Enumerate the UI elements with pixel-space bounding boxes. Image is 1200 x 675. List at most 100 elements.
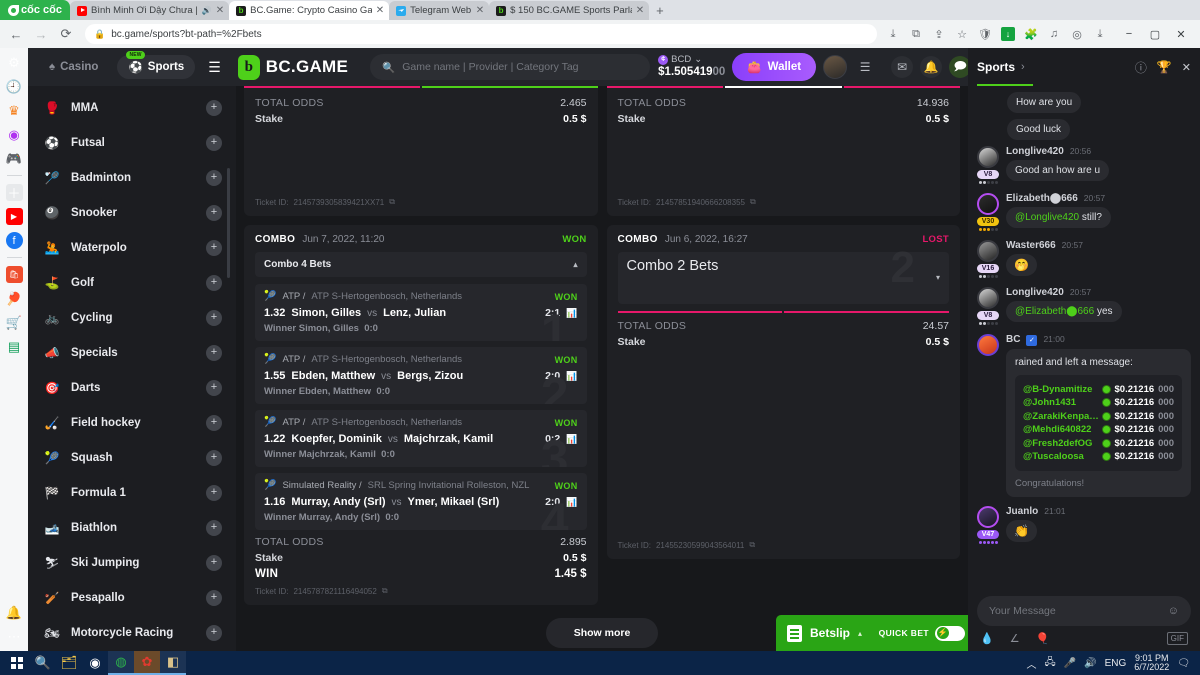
chat-message-input[interactable]: Your Message ☺ <box>977 596 1191 626</box>
sidebar-item-field-hockey[interactable]: 🏑 Field hockey + <box>28 405 236 440</box>
username[interactable]: Longlive420 <box>1006 287 1064 298</box>
speaker-icon[interactable]: 🔊 <box>201 6 212 15</box>
explorer-icon[interactable]: 🗂 <box>60 655 78 670</box>
address-bar[interactable]: 🔒 bc.game/sports?bt-path=%2Fbets <box>85 24 877 44</box>
shield-icon[interactable]: 🛡 <box>978 28 992 41</box>
rain-username[interactable]: @Fresh2defOG <box>1023 437 1093 449</box>
youtube-icon[interactable]: ▶ <box>5 208 23 225</box>
copy-icon[interactable]: ⧉ <box>749 540 756 549</box>
add-icon[interactable]: + <box>206 274 222 291</box>
messenger-icon[interactable]: ◉ <box>8 126 20 142</box>
gif-icon[interactable]: GIF <box>1166 632 1188 645</box>
avatar-block[interactable]: V8 <box>977 287 999 325</box>
combo-toggle[interactable]: 2 Combo 2 Bets ▾ <box>617 246 949 304</box>
combo-toggle[interactable]: Combo 4 Bets ▴ <box>255 252 587 277</box>
sticker-icon[interactable]: 🎈 <box>1035 633 1050 645</box>
add-icon[interactable]: + <box>206 554 222 571</box>
add-icon[interactable]: + <box>206 414 222 431</box>
sidebar-item-futsal[interactable]: ⚽ Futsal + <box>28 125 236 160</box>
close-icon[interactable]: ✕ <box>1181 61 1191 74</box>
browser-tab-3[interactable]: b $ 150 BC.GAME Sports Parlay ✕ <box>489 1 650 20</box>
sidebar-item-darts[interactable]: 🎯 Darts + <box>28 370 236 405</box>
stats-icon[interactable]: 📊 <box>566 307 578 318</box>
brand-logo[interactable]: b BC.GAME <box>237 54 348 80</box>
bet-card-partial-left[interactable]: TOTAL ODDS 2.465 Stake 0.5 $ Ticket ID: … <box>244 86 598 216</box>
tip-icon[interactable]: ∠ <box>1009 633 1020 645</box>
sidebar-item-ski-jumping[interactable]: ⛷ Ski Jumping + <box>28 545 236 580</box>
balance-display[interactable]: ¢ BCD ⌄ $1.50541900 <box>658 54 725 79</box>
profile-icon[interactable]: ◎ <box>1072 28 1082 41</box>
mention[interactable]: @Elizabeth⬤666 <box>1015 306 1095 317</box>
sidebar-scroll-track[interactable] <box>226 86 230 651</box>
history-icon[interactable]: 🕘 <box>5 78 23 94</box>
add-icon[interactable]: ＋ <box>5 184 23 201</box>
user-menu-icon[interactable]: ☰ <box>859 60 871 74</box>
nav-casino[interactable]: ♠ Casino <box>38 56 109 78</box>
more-icon[interactable]: ⋯ <box>7 628 21 644</box>
gamepad-icon[interactable]: 🎮 <box>5 150 23 166</box>
smiley-icon[interactable]: ☺ <box>1167 605 1179 617</box>
add-icon[interactable]: + <box>206 449 222 466</box>
sidebar-item-biathlon[interactable]: 🎿 Biathlon + <box>28 510 236 545</box>
close-button[interactable]: ✕ <box>1176 28 1186 41</box>
chevron-right-icon[interactable]: › <box>1021 61 1025 73</box>
bet-leg[interactable]: 1 🎾 ATP / ATP S-Hertogenbosch, Netherlan… <box>255 284 587 341</box>
add-icon[interactable]: + <box>206 589 222 606</box>
back-icon[interactable]: ← <box>9 26 23 42</box>
browser-tab-1[interactable]: b BC.Game: Crypto Casino Gam ✕ <box>229 1 390 20</box>
copy-icon[interactable]: ⧉ <box>381 586 388 595</box>
stats-icon[interactable]: 📊 <box>566 433 578 444</box>
rain-drop-icon[interactable]: 💧 <box>980 633 994 645</box>
avatar-block[interactable]: V16 <box>977 240 999 278</box>
avatar[interactable] <box>977 334 999 356</box>
bet-leg[interactable]: 4 🎾 Simulated Reality / SRL Spring Invit… <box>255 473 587 530</box>
start-icon[interactable] <box>4 651 30 675</box>
add-icon[interactable]: + <box>206 134 222 151</box>
avatar[interactable] <box>977 146 999 168</box>
rain-username[interactable]: @ZarakiKenpa… <box>1023 410 1099 422</box>
sheets-icon[interactable]: ▤ <box>7 338 21 354</box>
chrome-icon[interactable]: ◉ <box>89 655 101 670</box>
bell-icon[interactable]: 🔔 <box>920 56 943 78</box>
sidebar-item-cycling[interactable]: 🚲 Cycling + <box>28 300 236 335</box>
avatar[interactable] <box>977 240 999 262</box>
copy-icon[interactable]: ⧉ <box>389 197 395 206</box>
bet-card-combo-4[interactable]: COMBO Jun 7, 2022, 11:20 WON Combo 4 Bet… <box>244 225 598 605</box>
browser-tab-2[interactable]: Telegram Web ✕ <box>389 1 490 20</box>
avatar[interactable] <box>977 505 999 528</box>
nav-sports[interactable]: ⚽ NEW Sports <box>117 51 196 79</box>
stats-icon[interactable]: 📊 <box>566 370 578 381</box>
username[interactable]: Longlive420 <box>1006 146 1064 157</box>
bet-card-partial-right[interactable]: TOTAL ODDS 14.936 Stake 0.5 $ Ticket ID:… <box>606 86 960 216</box>
avatar[interactable] <box>977 193 999 215</box>
chevron-up-icon[interactable]: ▴ <box>573 260 578 269</box>
avatar[interactable] <box>977 287 999 309</box>
language-indicator[interactable]: ENG <box>1104 657 1127 669</box>
bell-icon[interactable]: 🔔 <box>5 604 23 620</box>
sidebar-item-snooker[interactable]: 🎱 Snooker + <box>28 195 236 230</box>
betslip-bar[interactable]: Betslip ▴ QUICK BET ⚡ <box>776 615 976 651</box>
share-icon[interactable]: ⇪ <box>934 28 944 41</box>
sidebar-item-squash[interactable]: 🎾 Squash + <box>28 440 236 475</box>
chevron-up-icon[interactable]: ▴ <box>858 628 863 638</box>
bet-card-combo-2[interactable]: COMBO Jun 6, 2022, 16:27 LOST 2 Combo 2 … <box>606 225 960 559</box>
bookmark-star-icon[interactable]: ☆ <box>957 28 967 41</box>
media-icon[interactable]: ♫ <box>1049 28 1059 40</box>
username[interactable]: BC <box>1006 334 1021 345</box>
notification-icon[interactable]: 🗨 <box>1177 657 1190 669</box>
close-icon[interactable]: ✕ <box>475 4 485 16</box>
clock[interactable]: 9:01 PM 6/7/2022 <box>1134 653 1169 673</box>
extensions-icon[interactable]: 🧩 <box>1024 28 1038 41</box>
trophy-icon[interactable]: 🏆 <box>1156 60 1172 74</box>
mail-icon[interactable]: ✉ <box>891 56 914 78</box>
add-icon[interactable]: + <box>206 344 222 361</box>
crown-icon[interactable]: ♛ <box>8 102 20 118</box>
lazada-icon[interactable]: 🏓 <box>5 290 23 306</box>
add-icon[interactable]: + <box>206 379 222 396</box>
sidebar-item-formula-1[interactable]: 🏁 Formula 1 + <box>28 475 236 510</box>
sidebar-item-waterpolo[interactable]: 🤽 Waterpolo + <box>28 230 236 265</box>
add-icon[interactable]: + <box>206 519 222 536</box>
translate-icon[interactable]: ⧉ <box>912 27 920 40</box>
close-icon[interactable]: ✕ <box>635 4 645 16</box>
downloads-icon[interactable]: ⤓ <box>1097 27 1103 40</box>
